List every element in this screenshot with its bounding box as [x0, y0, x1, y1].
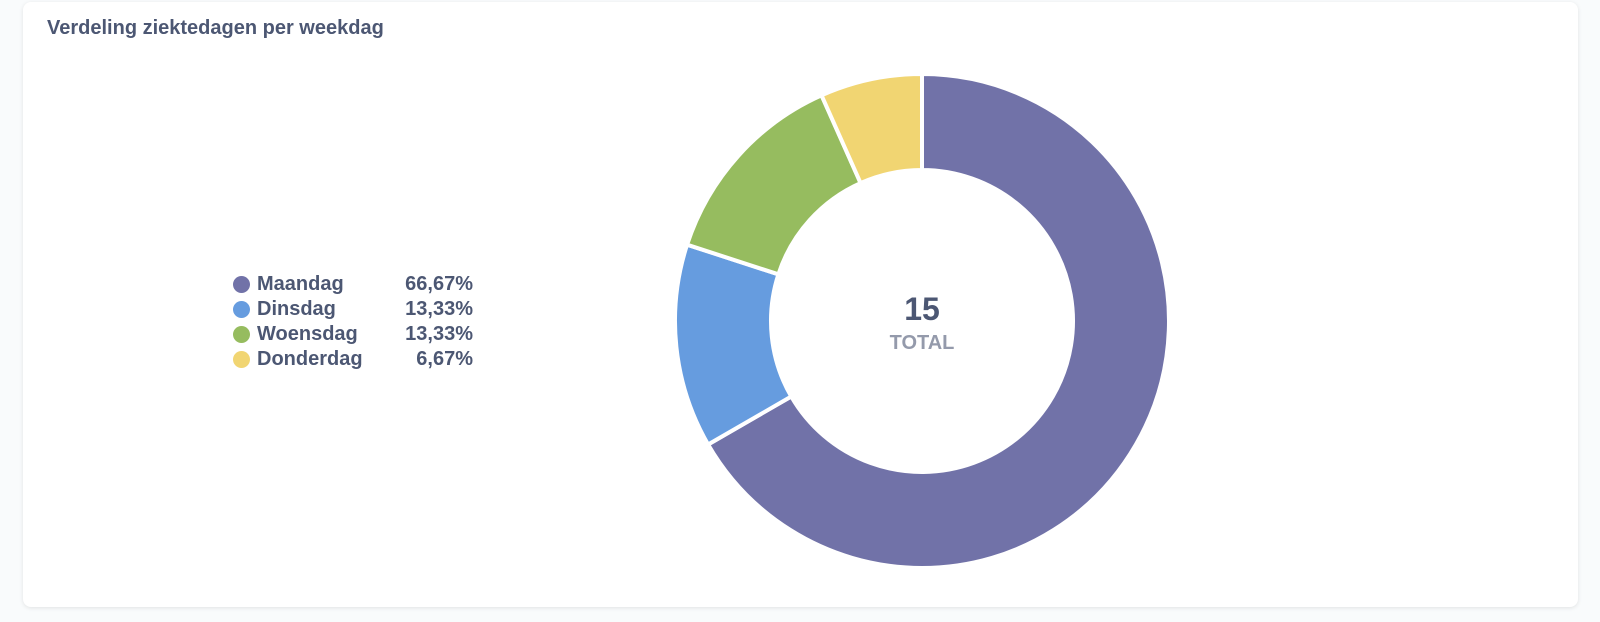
chart-legend: Maandag 66,67% Dinsdag 13,33% Woensdag 1…: [233, 272, 473, 372]
legend-item-woensdag[interactable]: Woensdag 13,33%: [233, 322, 473, 347]
legend-item-donderdag[interactable]: Donderdag 6,67%: [233, 347, 473, 372]
legend-item-maandag[interactable]: Maandag 66,67%: [233, 272, 473, 297]
donut-slice-maandag[interactable]: [705, 71, 1171, 570]
legend-percent: 13,33%: [405, 323, 473, 345]
legend-percent: 66,67%: [405, 273, 473, 295]
donut-slices: [673, 71, 1171, 570]
legend-label: Maandag: [257, 273, 344, 295]
total-value: 15: [904, 291, 940, 327]
chart-title[interactable]: Verdeling ziektedagen per weekdag: [47, 17, 384, 39]
legend-label: Dinsdag: [257, 298, 336, 320]
legend-swatch: [233, 351, 250, 368]
legend-label: Donderdag: [257, 348, 363, 370]
legend-item-dinsdag[interactable]: Dinsdag 13,33%: [233, 297, 473, 322]
legend-label: Woensdag: [257, 323, 358, 345]
legend-percent: 6,67%: [416, 348, 473, 370]
legend-swatch: [233, 276, 250, 293]
legend-swatch: [233, 326, 250, 343]
total-label: TOTAL: [890, 332, 955, 354]
legend-percent: 13,33%: [405, 298, 473, 320]
donut-slice-donderdag[interactable]: [818, 71, 924, 186]
legend-swatch: [233, 301, 250, 318]
